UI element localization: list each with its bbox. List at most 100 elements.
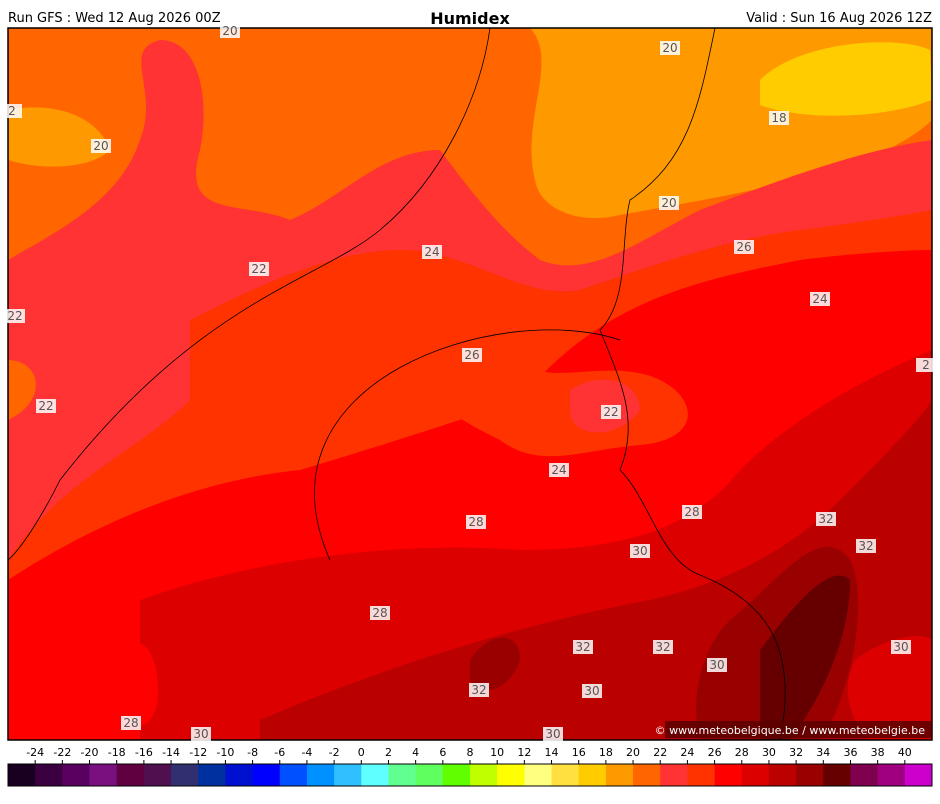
contour-label: 30 <box>193 727 208 741</box>
colorbar-cell <box>877 764 906 786</box>
contour-label: 20 <box>222 24 237 38</box>
colorbar-label: -12 <box>189 746 207 759</box>
colorbar-cell <box>89 764 118 786</box>
colorbar-cell <box>551 764 580 786</box>
contour-label: 28 <box>468 515 483 529</box>
colorbar-cell <box>714 764 743 786</box>
colorbar-label: 36 <box>843 746 857 759</box>
colorbar-label: -2 <box>329 746 340 759</box>
colorbar-label: -8 <box>247 746 258 759</box>
colorbar-cell <box>116 764 145 786</box>
colorbar-label: 14 <box>545 746 559 759</box>
colorbar-cell <box>904 764 933 786</box>
colorbar-label: 10 <box>490 746 504 759</box>
colorbar-cell <box>8 764 36 786</box>
colorbar-cell <box>687 764 716 786</box>
contour-label-bg <box>891 640 911 654</box>
colorbar-cell <box>252 764 281 786</box>
contour-label-bg <box>856 539 876 553</box>
contour-label-bg <box>220 24 240 38</box>
credit-bg <box>665 721 931 738</box>
contour-label-bg <box>734 240 754 254</box>
colorbar-label: 38 <box>871 746 885 759</box>
colorbar-cell <box>660 764 688 786</box>
contour-label: 24 <box>812 292 827 306</box>
colorbar-label: 20 <box>626 746 640 759</box>
map-fields <box>7 27 932 741</box>
colorbar-cell <box>198 764 226 786</box>
colorbar-label: 34 <box>816 746 830 759</box>
contour-label-bg <box>370 606 390 620</box>
contour-label-bg <box>462 348 482 362</box>
run-label: Run GFS : Wed 12 Aug 2026 00Z <box>8 11 221 26</box>
contour-label: 28 <box>123 716 138 730</box>
colorbar-label: 32 <box>789 746 803 759</box>
colorbar-label: 26 <box>708 746 722 759</box>
contour-label: 32 <box>471 683 486 697</box>
colorbar-label: 24 <box>680 746 694 759</box>
contour-label: 28 <box>372 606 387 620</box>
contour-label-bg <box>549 463 569 477</box>
contour-label: 30 <box>709 658 724 672</box>
colorbar-label: -16 <box>135 746 153 759</box>
contour-label-bg <box>543 727 563 741</box>
contour-label-bg <box>630 544 650 558</box>
contour-label-bg <box>707 658 727 672</box>
contour-label: 26 <box>464 348 479 362</box>
contour-label-bg <box>191 727 211 741</box>
map-frame <box>7 27 933 741</box>
contour-label: 30 <box>584 684 599 698</box>
colorbar-cell <box>35 764 63 786</box>
colorbar-label: -20 <box>81 746 99 759</box>
contour-label-bg <box>660 41 680 55</box>
colorbar-label: -6 <box>274 746 285 759</box>
contour-label: 30 <box>893 640 908 654</box>
colorbar-label: 4 <box>412 746 419 759</box>
contour-label: 24 <box>424 245 439 259</box>
colorbar: -24 -22 -20 -18 -16 -14 -12 -10 -8 -6 -4 -2 0 2 4 6 8 10 1… <box>7 746 933 787</box>
colorbar-label: 0 <box>358 746 365 759</box>
contour-label: 32 <box>818 512 833 526</box>
contour-label-bg <box>916 358 936 372</box>
contour-label-bg <box>36 399 56 413</box>
contour-label-bg <box>601 405 621 419</box>
colorbar-cell <box>524 764 553 786</box>
colorbar-label: 6 <box>439 746 446 759</box>
colorbar-cell <box>62 764 91 786</box>
contour-label-bg <box>249 262 269 276</box>
colorbar-cell <box>143 764 172 786</box>
colorbar-label: -4 <box>301 746 312 759</box>
contour-label: 32 <box>575 640 590 654</box>
colorbar-cell <box>768 764 797 786</box>
contour-label-bg <box>466 515 486 529</box>
contour-label-bg <box>2 104 22 118</box>
colorbar-cell <box>497 764 525 786</box>
contour-label-bg <box>573 640 593 654</box>
contour-label: 20 <box>662 41 677 55</box>
colorbar-label: -14 <box>162 746 180 759</box>
colorbar-cell <box>334 764 362 786</box>
colorbar-label: -10 <box>216 746 234 759</box>
credit: © www.meteobelgique.be / www.meteobelgie… <box>655 724 926 737</box>
contour-label: 20 <box>661 196 676 210</box>
colorbar-cell <box>633 764 661 786</box>
colorbar-label: 40 <box>898 746 912 759</box>
contour-label: 30 <box>632 544 647 558</box>
colorbar-label: 16 <box>572 746 586 759</box>
colorbar-label: 18 <box>599 746 613 759</box>
colorbar-cell <box>605 764 634 786</box>
contour-label-bg <box>121 716 141 730</box>
colorbar-cell <box>279 764 308 786</box>
colorbar-label: -24 <box>26 746 44 759</box>
contour-label: 28 <box>684 505 699 519</box>
colorbar-cell <box>850 764 879 786</box>
contour-label: 18 <box>771 111 786 125</box>
contour-label-bg <box>422 245 442 259</box>
contour-label-bg <box>5 309 25 323</box>
contour-label: 32 <box>655 640 670 654</box>
contour-label: 22 <box>603 405 618 419</box>
contour-label: 24 <box>551 463 566 477</box>
contour-label-bg <box>469 683 489 697</box>
